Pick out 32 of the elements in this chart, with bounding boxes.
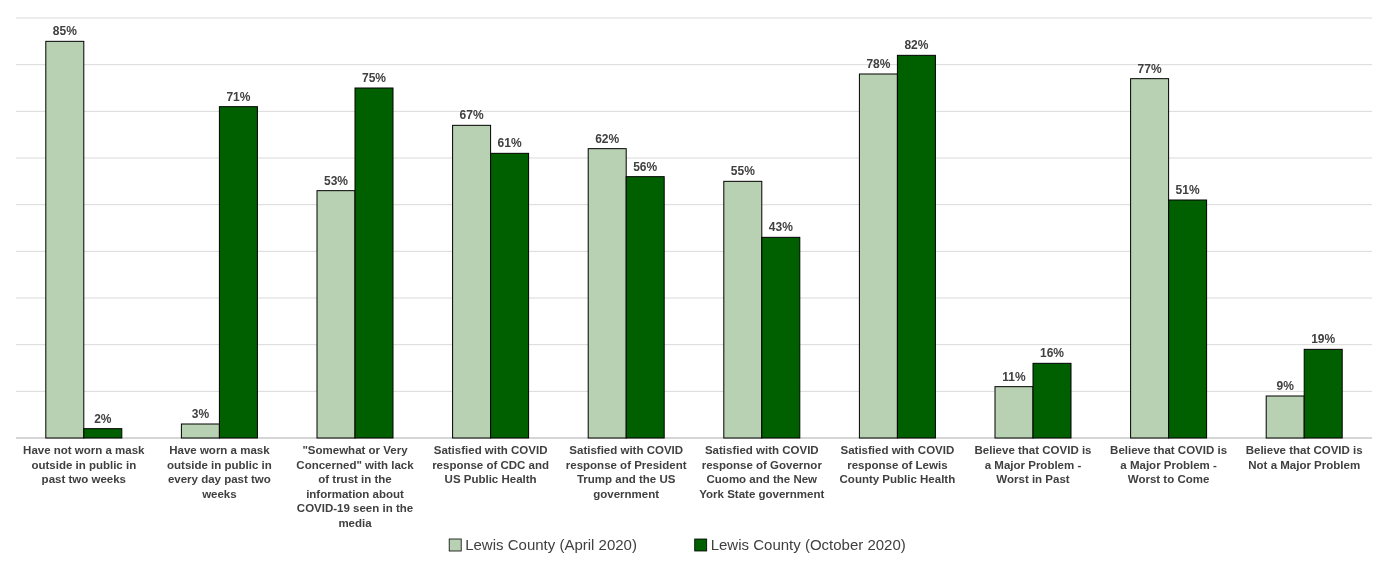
x-tick-label: Satisfied with COVID response of CDC and US Public Health xyxy=(432,444,550,485)
data-label: 2% xyxy=(94,411,112,426)
data-label: 78% xyxy=(866,57,891,71)
data-label: 71% xyxy=(226,89,251,104)
x-tick-label: Satisfied with COVID response of Governor Cuomo and the New York State government xyxy=(699,444,825,500)
x-tick-label: Satisfied with COVID response of President Trump and the US government xyxy=(565,444,687,500)
data-label: 55% xyxy=(730,164,756,179)
data-label: 9% xyxy=(1276,379,1295,393)
data-label: 77% xyxy=(1137,61,1162,76)
x-tick-label: "Somewhat or Very Concerned" with lack of trust in the information about COVID-19 seen in the media xyxy=(296,444,415,529)
x-tick-label: Believe that COVID is a Major Problem - Worst to Come xyxy=(1110,444,1228,485)
data-label: 61% xyxy=(497,136,522,151)
x-tick-label: Believe that COVID is Not a Major Problem xyxy=(1245,444,1363,471)
data-label: 11% xyxy=(1002,369,1027,384)
data-label: 82% xyxy=(904,38,929,53)
data-label: 62% xyxy=(595,131,620,146)
x-tick-label: Have worn a mask outside in public in every day past two weeks xyxy=(167,444,272,500)
data-label: 53% xyxy=(323,173,349,188)
x-tick-label: Satisfied with COVID response of Lewis County Public Health xyxy=(839,444,956,485)
data-label: 43% xyxy=(768,220,794,235)
data-label: 51% xyxy=(1175,183,1200,197)
data-label: 56% xyxy=(633,159,658,174)
data-label: 75% xyxy=(361,71,387,85)
legend-label: Lewis County (October 2020) xyxy=(710,536,906,553)
data-label: 19% xyxy=(1311,332,1336,347)
x-tick-label: Have not worn a mask outside in public in past two weeks xyxy=(23,444,146,485)
data-label: 85% xyxy=(52,24,78,39)
data-label: 16% xyxy=(1039,346,1065,361)
x-tick-label: Believe that COVID is a Major Problem - Worst in Past xyxy=(974,444,1092,485)
legend-label: Lewis County (April 2020) xyxy=(465,536,637,553)
data-label: 67% xyxy=(459,108,484,123)
data-label: 3% xyxy=(191,407,210,421)
